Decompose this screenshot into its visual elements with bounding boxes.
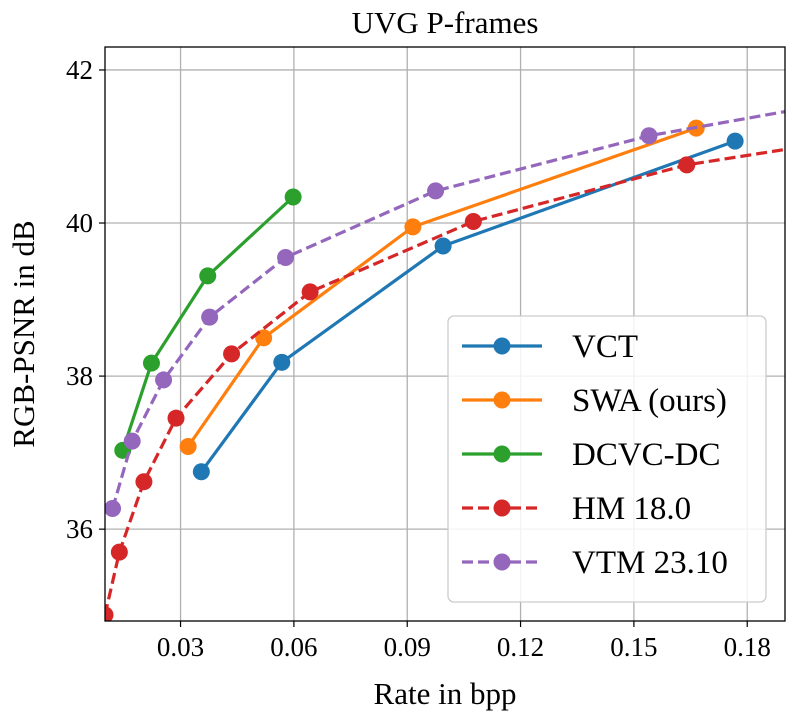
data-point-swa-ours [404,218,422,236]
y-tick-label: 38 [66,361,93,391]
data-point-hm-18-0 [678,156,696,174]
legend-marker [493,337,511,355]
data-point-vct [192,463,210,481]
data-point-hm-18-0 [301,283,319,301]
data-point-vtm-23-10 [640,127,658,145]
legend-item-swa-ours: SWA (ours) [462,383,727,419]
series-vct [192,132,744,481]
legend-label: VCT [572,329,638,365]
x-tick-label: 0.09 [384,632,431,662]
data-point-vtm-23-10 [277,248,295,266]
series-line-swa-ours [186,126,697,448]
data-point-dcvc-dc [142,354,160,372]
series-dcvc-dc [114,188,302,459]
series-line-vtm-23-10 [111,109,785,509]
plot-frame [104,46,786,622]
data-point-dcvc-dc [284,188,302,206]
legend-item-vtm-23-10: VTM 23.10 [462,545,728,581]
data-point-vct [726,132,744,150]
data-point-hm-18-0 [464,212,482,230]
series-line-dcvc-dc [121,195,295,451]
series-hm-18-0 [105,147,785,621]
data-point-hm-18-0 [110,543,128,561]
legend-marker [493,445,511,463]
x-tick-label: 0.18 [724,632,771,662]
legend-label: VTM 23.10 [572,545,728,581]
legend-marker [493,391,511,409]
legend-item-vct: VCT [462,329,638,365]
legend-marker [493,553,511,571]
y-tick-label: 36 [66,514,93,544]
y-tick-label: 40 [66,208,93,238]
data-point-hm-18-0 [167,409,185,427]
x-tick-label: 0.12 [497,632,544,662]
legend-box [447,315,767,603]
series-layer [105,109,785,621]
data-point-hm-18-0 [223,345,241,363]
legend: VCT SWA (ours) DCVC-DC HM 18.0 VTM 23.10 [447,315,767,603]
data-point-vtm-23-10 [123,432,141,450]
data-point-vtm-23-10 [427,182,445,200]
data-point-vtm-23-10 [201,308,219,326]
legend-item-dcvc-dc: DCVC-DC [462,437,721,473]
x-tick-label: 0.03 [157,632,204,662]
data-point-vtm-23-10 [155,371,173,389]
series-swa-ours [179,119,705,456]
series-vtm-23-10 [105,109,785,517]
x-tick-label: 0.06 [270,632,317,662]
data-point-vct [273,353,291,371]
x-tick-label: 0.15 [610,632,657,662]
y-axis-label: RGB-PSNR in dB [6,220,41,447]
legend-marker [493,499,511,517]
data-point-vtm-23-10 [105,499,122,517]
y-tick-label: 42 [66,55,93,85]
x-axis-label: Rate in bpp [374,676,517,711]
data-point-swa-ours [179,438,197,456]
data-point-hm-18-0 [135,473,153,491]
legend-label: SWA (ours) [572,383,727,419]
data-point-hm-18-0 [105,606,114,621]
series-line-vct [200,139,736,473]
legend-label: DCVC-DC [572,437,721,473]
legend-label: HM 18.0 [572,491,691,527]
chart-title: UVG P-frames [352,5,539,40]
legend-item-hm-18-0: HM 18.0 [462,491,691,527]
data-point-vct [434,237,452,255]
ticks: 0.03 0.06 0.09 0.12 0.15 0.18 36 38 40 42 [66,55,771,662]
data-point-dcvc-dc [199,267,217,285]
